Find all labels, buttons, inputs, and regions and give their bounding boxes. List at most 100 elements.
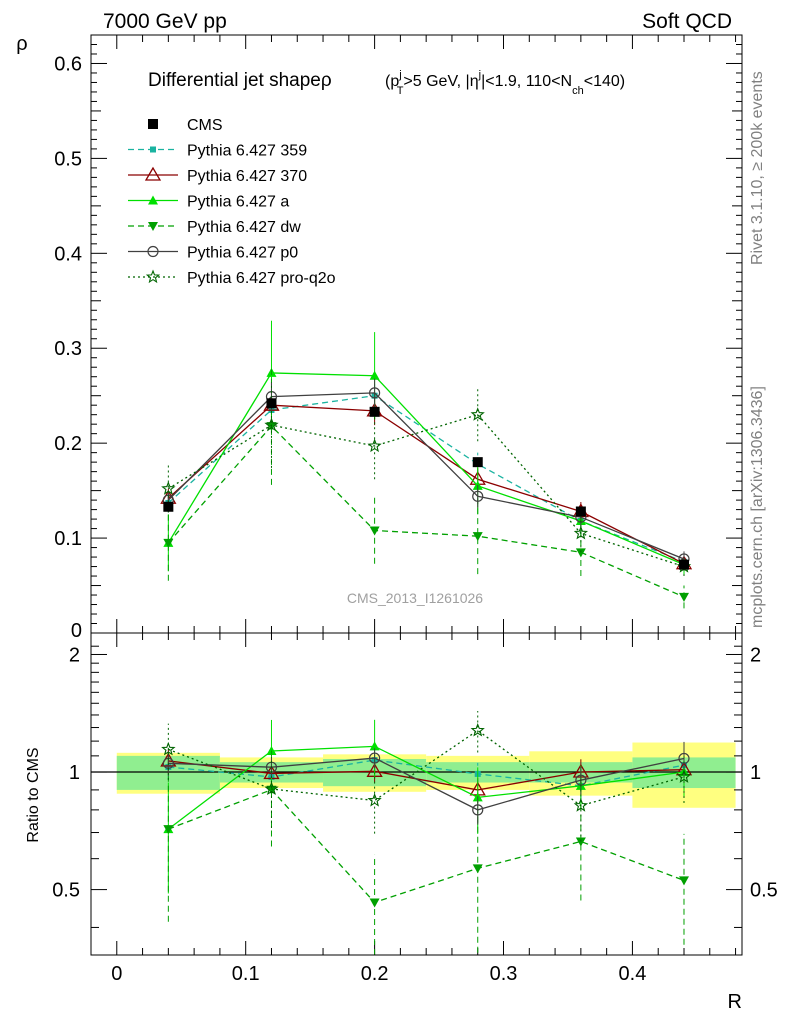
ratio-point xyxy=(678,876,689,886)
ratio-line xyxy=(168,760,685,791)
y-tick-label: 0.4 xyxy=(54,243,82,265)
series-top-0 xyxy=(165,381,687,570)
data-point xyxy=(369,387,381,399)
ratio-point xyxy=(266,785,277,795)
plot-title: Differential jet shapeρ (pj T>5 GeV, |ηj|… xyxy=(148,69,625,97)
legend-marker xyxy=(150,146,156,153)
y-axis-label-bottom: Ratio to CMS xyxy=(25,747,42,842)
data-point xyxy=(472,490,484,502)
cms-point xyxy=(266,398,277,409)
legend-marker xyxy=(145,269,161,284)
data-point xyxy=(369,526,380,536)
legend-label: Pythia 6.427 dw xyxy=(187,219,301,236)
legend: CMS Pythia 6.427 359 Pythia 6.427 370 Pythi… xyxy=(128,117,336,287)
y-tick-label: 0.6 xyxy=(54,53,82,75)
ratio-line xyxy=(168,759,685,787)
top-panel-series xyxy=(160,320,693,609)
mcplots-label: mcplots.cern.ch [arXiv:1306.3436] xyxy=(749,386,766,628)
ratio-point xyxy=(573,798,589,812)
ratio-point xyxy=(367,792,382,807)
series-ratio-2 xyxy=(163,719,689,894)
x-tick-label: 0.3 xyxy=(490,963,518,985)
y-tick-label: 0.3 xyxy=(54,338,82,360)
cms-point xyxy=(163,501,174,512)
bottom-panel-frame xyxy=(90,632,743,956)
legend-marker xyxy=(148,222,158,231)
legend-marker xyxy=(148,195,158,205)
ratio-point xyxy=(472,804,484,816)
ratio-point xyxy=(264,781,279,796)
legend-entry-cms: CMS xyxy=(148,117,223,134)
series-top-3 xyxy=(163,367,689,609)
y-tick-label: 0.2 xyxy=(54,433,82,455)
series-line xyxy=(167,372,685,566)
ratio-line xyxy=(168,729,685,807)
ratio-point xyxy=(575,837,586,847)
legend-entry-2: Pythia 6.427 a xyxy=(128,194,289,211)
cms-point xyxy=(369,406,380,417)
header-left: 7000 GeV pp xyxy=(103,10,227,33)
legend-label: Pythia 6.427 359 xyxy=(187,143,307,160)
x-tick-label: 0 xyxy=(111,963,122,985)
series-top-2 xyxy=(163,320,689,575)
title-main: Differential jet shape xyxy=(148,70,321,91)
ratio-point xyxy=(369,752,381,764)
ratio-point xyxy=(161,741,176,756)
data-point xyxy=(678,592,689,602)
cms-data xyxy=(163,398,689,570)
ratio-tick-label-right: 0.5 xyxy=(750,880,778,902)
header-right: Soft QCD xyxy=(642,10,732,33)
legend-entry-4: Pythia 6.427 p0 xyxy=(128,245,298,262)
cms-point xyxy=(575,506,586,517)
y-tick-label: 0.1 xyxy=(54,528,82,550)
ratio-tick-label-left: 2 xyxy=(69,644,80,666)
series-top-4 xyxy=(162,378,690,567)
data-point xyxy=(163,538,174,548)
x-tick-label: 0.1 xyxy=(232,963,260,985)
svg-text:(pjT>5 GeV, |ηj|<1.9, 110<Nch<: (pj T>5 GeV, |ηj|<1.9, 110<Nch<140) xyxy=(385,69,625,97)
y-tick-label: 0 xyxy=(71,620,82,642)
ratio-panel-series xyxy=(160,710,693,955)
legend-label: Pythia 6.427 p0 xyxy=(187,245,298,262)
legend-marker xyxy=(147,245,159,258)
watermark: CMS_2013_I1261026 xyxy=(347,590,483,606)
axes-ticks: 0 0.1 0.2 0.3 0.4 0 0.1 0.2 0.3 0.4 0.5 0.6 0.5 0.5 1 1… xyxy=(52,35,778,985)
x-tick-label: 0.2 xyxy=(361,963,389,985)
rivet-label: Rivet 3.1.10, ≥ 200k events xyxy=(749,71,766,265)
series-line xyxy=(167,425,685,598)
ratio-tick-label-left: 1 xyxy=(69,762,80,784)
series-line xyxy=(167,395,685,563)
ratio-uncertainty-bands xyxy=(91,742,742,808)
data-point xyxy=(575,548,586,558)
cms-point xyxy=(472,457,483,468)
series-ratio-3 xyxy=(163,747,689,955)
series-line xyxy=(168,413,685,568)
cms-point xyxy=(678,559,689,570)
ratio-line xyxy=(167,745,685,830)
legend-label: Pythia 6.427 370 xyxy=(187,168,307,185)
legend-marker xyxy=(144,166,162,181)
y-axis-label-top: ρ xyxy=(16,33,27,55)
legend-entry-1: Pythia 6.427 370 xyxy=(128,166,307,185)
series-top-1 xyxy=(160,390,693,572)
legend-marker xyxy=(148,119,158,129)
title-rho: ρ xyxy=(321,70,332,91)
data-point xyxy=(161,481,176,495)
x-axis-label: R xyxy=(728,991,742,1013)
y-tick-label: 0.5 xyxy=(54,148,82,170)
ratio-tick-label-left: 0.5 xyxy=(52,880,80,902)
svg-text:Differential jet shapeρ: Differential jet shapeρ xyxy=(148,70,332,91)
ratio-point xyxy=(678,752,690,765)
series-top-5 xyxy=(161,382,692,577)
series-line xyxy=(167,392,685,560)
ratio-point xyxy=(470,723,485,737)
ratio-point xyxy=(266,745,277,755)
legend-entry-5: Pythia 6.427 pro-q2o xyxy=(128,269,336,287)
x-tick-label: 0.4 xyxy=(619,963,647,985)
ratio-tick-label-right: 1 xyxy=(750,762,761,784)
legend-label: Pythia 6.427 a xyxy=(187,194,289,211)
legend-label: CMS xyxy=(187,117,223,134)
ratio-line xyxy=(168,757,685,811)
data-point xyxy=(367,438,382,453)
